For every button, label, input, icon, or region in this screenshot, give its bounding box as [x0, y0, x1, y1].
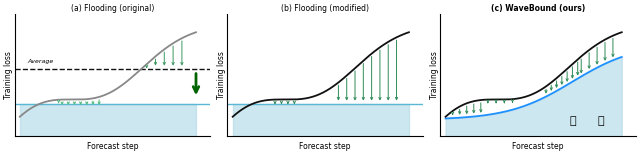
Y-axis label: Training loss: Training loss [217, 51, 226, 99]
X-axis label: Forecast step: Forecast step [300, 142, 351, 151]
X-axis label: Forecast step: Forecast step [512, 142, 564, 151]
Text: 🐟: 🐟 [597, 116, 604, 126]
Title: (a) Flooding (original): (a) Flooding (original) [70, 4, 154, 13]
Text: Average: Average [27, 59, 53, 64]
Title: (b) Flooding (modified): (b) Flooding (modified) [281, 4, 369, 13]
X-axis label: Forecast step: Forecast step [86, 142, 138, 151]
Title: (c) WaveBound (ours): (c) WaveBound (ours) [491, 4, 585, 13]
Text: 🦀: 🦀 [569, 116, 576, 126]
Y-axis label: Training loss: Training loss [430, 51, 439, 99]
Y-axis label: Training loss: Training loss [4, 51, 13, 99]
